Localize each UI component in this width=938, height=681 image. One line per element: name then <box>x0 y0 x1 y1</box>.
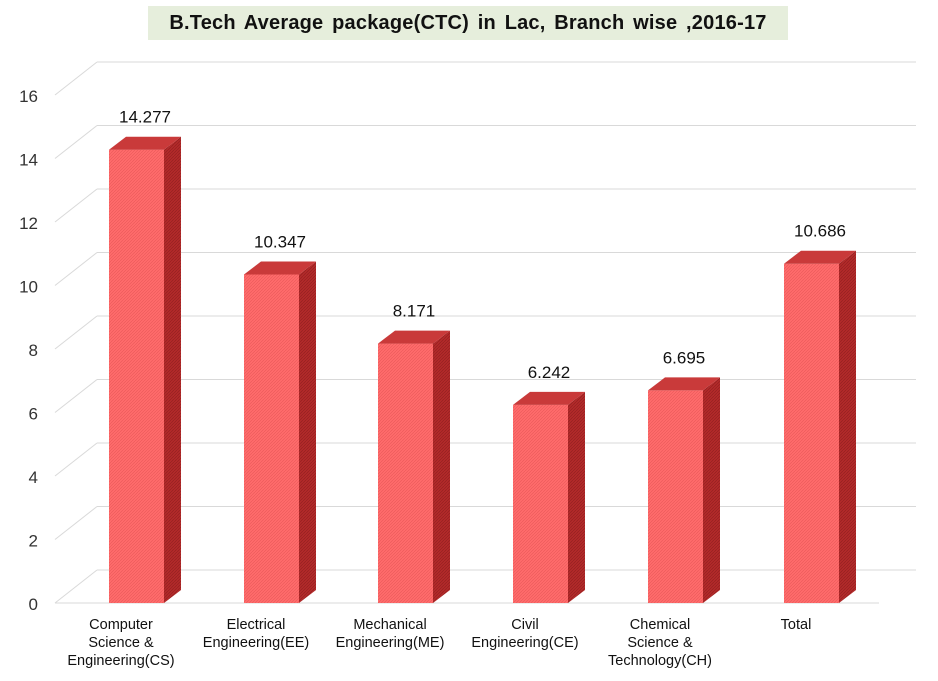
bar-top <box>244 261 316 275</box>
x-tick-label-line: Chemical <box>630 617 690 633</box>
x-tick-label-line: Total <box>781 617 812 633</box>
x-tick-label-line: Engineering(CE) <box>471 635 578 651</box>
bar-top <box>109 136 181 150</box>
gridline-diagonal <box>54 506 98 540</box>
bar-side <box>839 250 856 604</box>
gridline-diagonal <box>54 315 98 350</box>
chart-title-background <box>148 6 788 40</box>
y-tick-label: 16 <box>19 87 38 106</box>
y-tick-label: 8 <box>29 341 38 360</box>
x-tick-label-line: Science & <box>88 635 154 651</box>
y-tick-label: 14 <box>19 151 38 170</box>
data-label: 8.171 <box>393 302 436 321</box>
bar <box>784 250 856 604</box>
chart-title: B.Tech Average package(CTC) in Lac, Bran… <box>169 12 767 34</box>
bar-top <box>513 391 585 405</box>
data-label: 10.347 <box>254 232 306 251</box>
bar-front <box>378 343 433 603</box>
bar-front <box>244 274 299 603</box>
gridline-diagonal <box>54 61 98 96</box>
data-label: 14.277 <box>119 108 171 127</box>
x-tick-label-line: Engineering(EE) <box>203 635 309 651</box>
bar-front <box>784 263 839 603</box>
bar-top <box>648 377 720 391</box>
gridline-diagonal <box>54 188 98 223</box>
x-tick-label-line: Civil <box>511 617 538 633</box>
x-tick-label-line: Technology(CH) <box>608 653 712 669</box>
x-tick-label: Total <box>781 617 812 633</box>
bar-front <box>648 390 703 603</box>
y-tick-label: 6 <box>29 405 38 424</box>
x-tick-label: Electrical Engineering(EE) <box>203 617 309 651</box>
y-tick-label: 4 <box>29 468 38 487</box>
bar-side <box>164 136 181 603</box>
bar-side <box>568 391 585 603</box>
bar-top <box>378 330 450 344</box>
x-tick-label-line: Science & <box>627 635 693 651</box>
bar-side <box>703 377 720 603</box>
bar-side <box>433 330 450 603</box>
x-tick-label: Computer Science & Engineering(CS) <box>67 617 174 669</box>
gridline-diagonal <box>54 252 98 286</box>
bar <box>648 377 720 603</box>
gridline-diagonal <box>54 379 98 413</box>
data-label: 6.242 <box>528 363 571 382</box>
bar <box>513 391 585 603</box>
bar <box>109 136 181 603</box>
y-tick-label: 0 <box>29 595 38 614</box>
y-tick-label: 12 <box>19 214 38 233</box>
bar <box>244 261 316 603</box>
x-tick-label-line: Mechanical <box>353 617 426 633</box>
x-tick-label-line: Computer <box>89 617 153 633</box>
bar-front <box>513 404 568 603</box>
gridline-diagonal <box>54 442 98 477</box>
data-label: 10.686 <box>794 222 846 241</box>
x-tick-label-line: Engineering(CS) <box>67 653 174 669</box>
x-tick-label: Chemical Science & Technology(CH) <box>608 617 712 669</box>
x-tick-label: Civil Engineering(CE) <box>471 617 578 651</box>
bar-top <box>784 250 856 264</box>
data-label: 6.695 <box>663 348 706 367</box>
bar-side <box>299 261 316 603</box>
bar-front <box>109 149 164 603</box>
y-tick-label: 10 <box>19 278 38 297</box>
x-tick-label: Mechanical Engineering(ME) <box>336 617 445 651</box>
bar <box>378 330 450 603</box>
gridline-diagonal <box>54 125 98 159</box>
y-tick-label: 2 <box>29 532 38 551</box>
gridline-diagonal <box>54 569 98 604</box>
x-tick-label-line: Engineering(ME) <box>336 635 445 651</box>
x-tick-label-line: Electrical <box>227 617 286 633</box>
